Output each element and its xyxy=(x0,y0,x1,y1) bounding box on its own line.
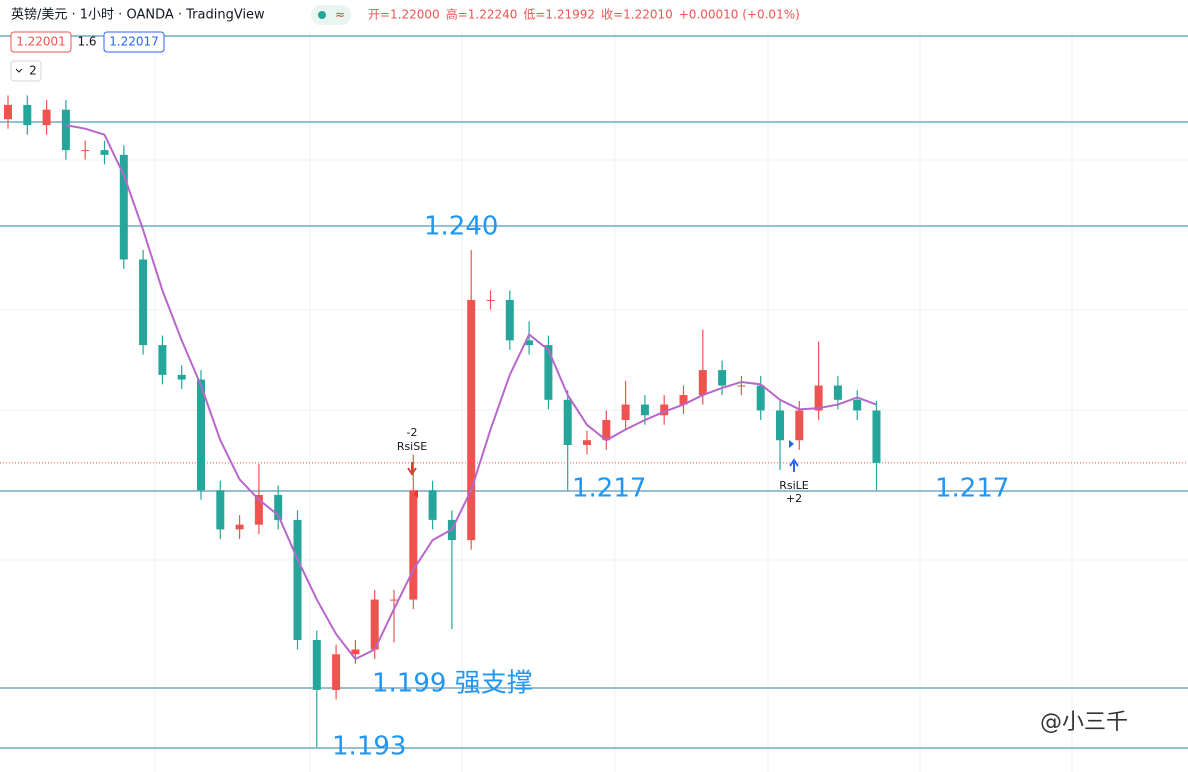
candle-body xyxy=(583,440,591,445)
candle-body xyxy=(370,599,379,650)
symbol[interactable]: 英镑/美元 · 1小时 · OANDA · TradingView xyxy=(11,7,265,23)
watermark: @小三千 xyxy=(1040,710,1128,735)
candle-body xyxy=(660,404,669,416)
candle-body xyxy=(776,410,784,441)
plot xyxy=(0,95,1188,748)
candle-body xyxy=(756,385,765,411)
candle-body xyxy=(42,109,51,126)
candle-body xyxy=(814,385,823,411)
status-icon: ≈ xyxy=(335,8,345,22)
candle-body xyxy=(119,154,128,260)
candle-body xyxy=(833,385,842,400)
candle-body xyxy=(351,649,360,655)
candle-body xyxy=(197,379,205,491)
signal-label: RsiLE xyxy=(779,479,809,492)
candle-body xyxy=(81,150,90,152)
candle-body xyxy=(390,599,398,601)
buy-arrow xyxy=(789,458,799,472)
candle-body xyxy=(235,524,244,530)
candle-body xyxy=(254,494,263,525)
candle-body xyxy=(61,109,70,151)
header-bg xyxy=(0,0,1188,30)
bid-box[interactable] xyxy=(10,31,72,53)
candle-body xyxy=(679,395,688,405)
ohlc-value: 高=1.22240 xyxy=(446,7,518,22)
candle-body xyxy=(23,104,32,126)
sell-marker xyxy=(413,490,418,498)
candle-body xyxy=(525,340,534,346)
candle-body xyxy=(4,104,12,120)
candle-body xyxy=(486,299,495,301)
bid: 1.22001 xyxy=(16,35,66,49)
candle-body xyxy=(332,654,341,690)
candle-body xyxy=(409,490,418,600)
candle-body xyxy=(737,385,746,387)
annotation: 1.193 xyxy=(332,732,406,762)
spread: 1.6 xyxy=(77,35,96,49)
candle-body xyxy=(505,299,514,341)
ohlc-value: 收=1.22010 xyxy=(601,8,673,22)
annotation: 1.199 强支撑 xyxy=(372,669,533,699)
candle-body xyxy=(100,150,109,155)
buy-marker xyxy=(789,440,794,448)
candle-body xyxy=(428,490,437,520)
ask-box[interactable] xyxy=(103,31,165,53)
candle-body xyxy=(718,370,727,386)
moving-average xyxy=(65,124,877,661)
ask: 1.22017 xyxy=(109,35,159,49)
candle-body xyxy=(274,494,283,520)
annotation: 1.217 xyxy=(572,474,646,504)
ohlc: 开=1.22000 高=1.22240 低=1.21992 收=1.22010 +0.0… xyxy=(368,7,800,22)
candle-body xyxy=(544,345,553,400)
candle-body xyxy=(853,399,862,411)
ohlc-value: +0.00010 (+0.01%) xyxy=(679,8,800,22)
signal-label: RsiSE xyxy=(397,440,427,453)
sell-arrow xyxy=(407,462,417,476)
ohlc-value: 开=1.22000 xyxy=(368,8,440,22)
candle-body xyxy=(467,299,476,541)
candle-body xyxy=(177,374,186,380)
market-status[interactable] xyxy=(311,5,351,25)
candle-body xyxy=(872,410,881,463)
background-grid xyxy=(0,30,1188,772)
candle-body xyxy=(293,519,302,641)
candle-body xyxy=(698,370,707,396)
candle-body xyxy=(216,490,225,530)
indicator-count: 2 xyxy=(29,64,37,78)
candle-body xyxy=(602,420,611,441)
signal-qty: +2 xyxy=(786,492,802,505)
indicator-toggle[interactable] xyxy=(10,60,42,82)
candle-body xyxy=(158,345,167,375)
horizontal-lines xyxy=(0,35,1188,749)
candle-body xyxy=(563,399,572,445)
ohlc-value: 低=1.21992 xyxy=(523,8,595,22)
candle-body xyxy=(795,410,804,441)
annotation: 1.217 xyxy=(935,474,1009,504)
annotation: 1.240 xyxy=(424,212,498,242)
chevron xyxy=(15,68,23,73)
candle-body xyxy=(312,640,321,690)
candle-body xyxy=(621,404,630,421)
signal-qty: -2 xyxy=(407,426,418,439)
status-dot xyxy=(318,11,326,19)
candle-body xyxy=(640,404,649,416)
candle-body xyxy=(139,259,148,346)
